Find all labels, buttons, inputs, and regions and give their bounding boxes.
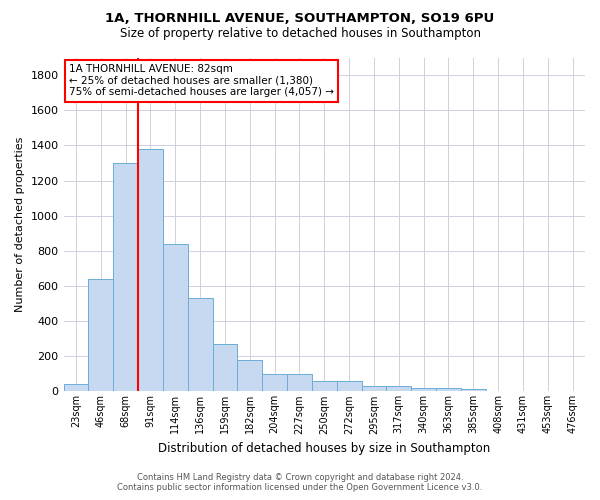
Bar xyxy=(560,390,585,392)
Bar xyxy=(312,381,337,392)
X-axis label: Distribution of detached houses by size in Southampton: Distribution of detached houses by size … xyxy=(158,442,490,455)
Bar xyxy=(188,298,212,392)
Bar xyxy=(113,163,138,392)
Bar xyxy=(163,244,188,392)
Bar xyxy=(287,374,312,392)
Bar xyxy=(88,279,113,392)
Bar xyxy=(64,384,88,392)
Bar xyxy=(212,344,238,392)
Y-axis label: Number of detached properties: Number of detached properties xyxy=(15,137,25,312)
Bar xyxy=(238,360,262,392)
Bar xyxy=(535,390,560,392)
Bar xyxy=(337,381,362,392)
Bar xyxy=(511,390,535,392)
Bar xyxy=(138,149,163,392)
Text: 1A, THORNHILL AVENUE, SOUTHAMPTON, SO19 6PU: 1A, THORNHILL AVENUE, SOUTHAMPTON, SO19 … xyxy=(106,12,494,26)
Bar xyxy=(485,390,511,392)
Text: 1A THORNHILL AVENUE: 82sqm
← 25% of detached houses are smaller (1,380)
75% of s: 1A THORNHILL AVENUE: 82sqm ← 25% of deta… xyxy=(69,64,334,98)
Text: Size of property relative to detached houses in Southampton: Size of property relative to detached ho… xyxy=(119,28,481,40)
Bar xyxy=(411,388,436,392)
Text: Contains HM Land Registry data © Crown copyright and database right 2024.
Contai: Contains HM Land Registry data © Crown c… xyxy=(118,473,482,492)
Bar xyxy=(262,374,287,392)
Bar xyxy=(436,388,461,392)
Bar xyxy=(461,389,485,392)
Bar xyxy=(386,386,411,392)
Bar xyxy=(362,386,386,392)
